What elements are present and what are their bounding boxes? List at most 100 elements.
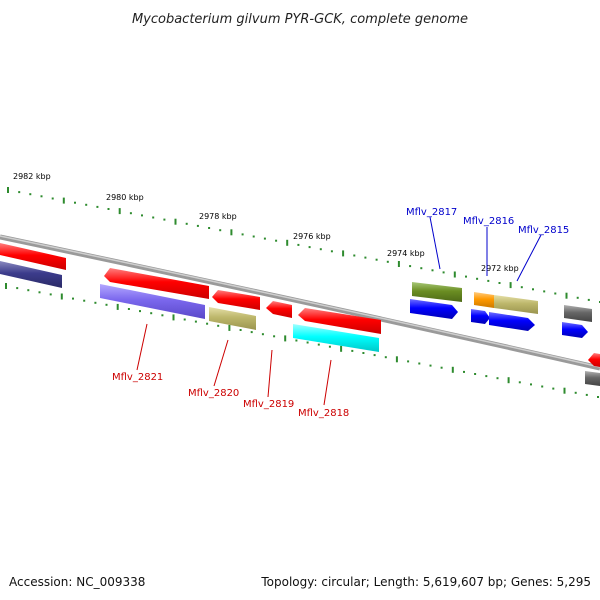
gene-feature-mflv-2818-arrow[interactable]: [298, 308, 381, 334]
kbp-label-2982: 2982 kbp: [13, 172, 51, 181]
kbp-label-2980: 2980 kbp: [106, 193, 144, 202]
gene-label-mflv-2818[interactable]: Mflv_2818: [298, 408, 349, 419]
leader-line-mflv-2818: [323, 359, 332, 406]
inner-tick-mark: [351, 349, 354, 352]
gene-feature-mflv-2817-bar[interactable]: [412, 282, 462, 302]
inner-tick-mark: [518, 381, 521, 384]
genome-backbone: [0, 234, 600, 371]
inner-tick-mark: [384, 356, 387, 359]
inner-tick-mark: [418, 362, 421, 365]
gene-feature-mflv-2816-bar[interactable]: [474, 292, 494, 308]
inner-tick-mark: [139, 310, 141, 313]
gene-feature-mflv-2820-bar[interactable]: [209, 307, 256, 330]
outer-tick-mark: [174, 218, 177, 225]
kbp-label-2974: 2974 kbp: [387, 249, 425, 258]
inner-tick-mark: [429, 364, 432, 367]
inner-tick-mark: [474, 373, 477, 375]
outer-tick-mark: [208, 227, 211, 229]
inner-tick-mark: [38, 291, 41, 294]
gene-feature-mflv-2815-bar[interactable]: [494, 295, 538, 314]
inner-tick-mark: [440, 366, 443, 369]
leader-line-mflv-2821: [136, 323, 148, 371]
inner-tick-mark: [94, 301, 97, 304]
outer-tick-mark: [18, 191, 21, 194]
inner-tick-mark: [172, 314, 175, 321]
gene-feature-blue-right[interactable]: [562, 322, 588, 338]
inner-tick-mark: [161, 314, 164, 317]
outer-tick-mark: [509, 282, 512, 289]
gene-feature-mflv-2821-bar[interactable]: [100, 284, 205, 319]
outer-tick-mark: [353, 254, 356, 257]
gene-label-mflv-2819[interactable]: Mflv_2819: [243, 399, 294, 410]
outer-tick-mark: [152, 216, 155, 219]
outer-tick-mark: [51, 197, 54, 200]
gene-feature-mflv-2821-arrow[interactable]: [104, 268, 209, 299]
outer-tick-mark: [141, 214, 143, 217]
outer-tick-mark: [74, 201, 76, 204]
inner-tick-mark: [250, 331, 253, 334]
outer-tick-mark: [29, 193, 32, 196]
inner-tick-mark: [463, 370, 465, 373]
inner-tick-mark: [585, 393, 588, 396]
outer-tick-mark: [263, 237, 266, 240]
inner-tick-mark: [317, 343, 320, 346]
inner-tick-row: [5, 283, 599, 398]
inner-tick-mark: [150, 312, 153, 315]
kbp-label-2972: 2972 kbp: [481, 264, 519, 273]
outer-tick-mark: [565, 292, 568, 299]
gene-label-mflv-2816[interactable]: Mflv_2816: [463, 216, 514, 227]
outer-tick-mark: [297, 243, 300, 246]
gene-label-mflv-2817[interactable]: Mflv_2817: [406, 207, 457, 218]
inner-tick-mark: [507, 377, 510, 384]
outer-tick-mark: [498, 282, 501, 284]
genome-backbone-highlight: [0, 235, 600, 368]
outer-tick-mark: [487, 279, 490, 282]
inner-tick-mark: [105, 303, 108, 306]
gene-feature-mflv-2817-arrow[interactable]: [410, 299, 458, 319]
outer-tick-mark: [7, 187, 9, 193]
leader-line-mflv-2819: [267, 349, 273, 398]
inner-tick-mark: [206, 322, 209, 325]
leader-line-mflv-2817: [429, 216, 441, 270]
gene-label-mflv-2815[interactable]: Mflv_2815: [518, 225, 569, 236]
accession-text: Accession: NC_009338: [9, 575, 145, 589]
outer-tick-mark: [587, 298, 590, 301]
gene-feature-navy-left[interactable]: [0, 261, 62, 288]
inner-tick-mark: [485, 375, 488, 378]
outer-tick-mark: [62, 197, 65, 204]
outer-tick-mark: [397, 261, 400, 267]
inner-tick-mark: [563, 387, 566, 394]
outer-tick-mark: [453, 271, 456, 278]
inner-tick-mark: [261, 333, 264, 336]
inner-tick-mark: [496, 377, 499, 380]
inner-tick-mark: [328, 345, 331, 348]
outer-tick-mark: [342, 250, 345, 257]
outer-tick-row: [7, 187, 600, 303]
inner-tick-mark: [16, 287, 19, 290]
gene-feature-mflv-2820-arrow[interactable]: [212, 290, 260, 310]
inner-tick-mark: [273, 335, 276, 338]
outer-tick-mark: [286, 239, 289, 246]
outer-tick-mark: [554, 292, 557, 295]
inner-tick-mark: [373, 354, 376, 357]
gene-feature-mflv-2818-bar[interactable]: [293, 324, 379, 352]
leader-line-mflv-2815: [516, 234, 542, 282]
outer-tick-mark: [241, 233, 244, 236]
inner-tick-mark: [552, 387, 555, 390]
gene-label-mflv-2821[interactable]: Mflv_2821: [112, 372, 163, 383]
inner-tick-mark: [127, 308, 130, 310]
outer-tick-mark: [364, 256, 367, 259]
inner-tick-mark: [228, 324, 231, 331]
outer-tick-mark: [319, 248, 322, 251]
gene-feature-red-left[interactable]: [0, 243, 66, 270]
leader-line-mflv-2820: [213, 339, 229, 387]
gene-feature-mflv-2815-arrow[interactable]: [489, 312, 535, 331]
outer-tick-mark: [442, 271, 445, 274]
gene-feature-gray-right[interactable]: [564, 305, 592, 322]
gene-feature-mflv-2819-arrow[interactable]: [266, 301, 292, 318]
gene-feature-gray-edge[interactable]: [585, 371, 600, 386]
gene-label-mflv-2820[interactable]: Mflv_2820: [188, 388, 239, 399]
gene-feature-mflv-2816-arrow[interactable]: [471, 309, 490, 324]
gene-feature-red-edge[interactable]: [588, 353, 600, 367]
